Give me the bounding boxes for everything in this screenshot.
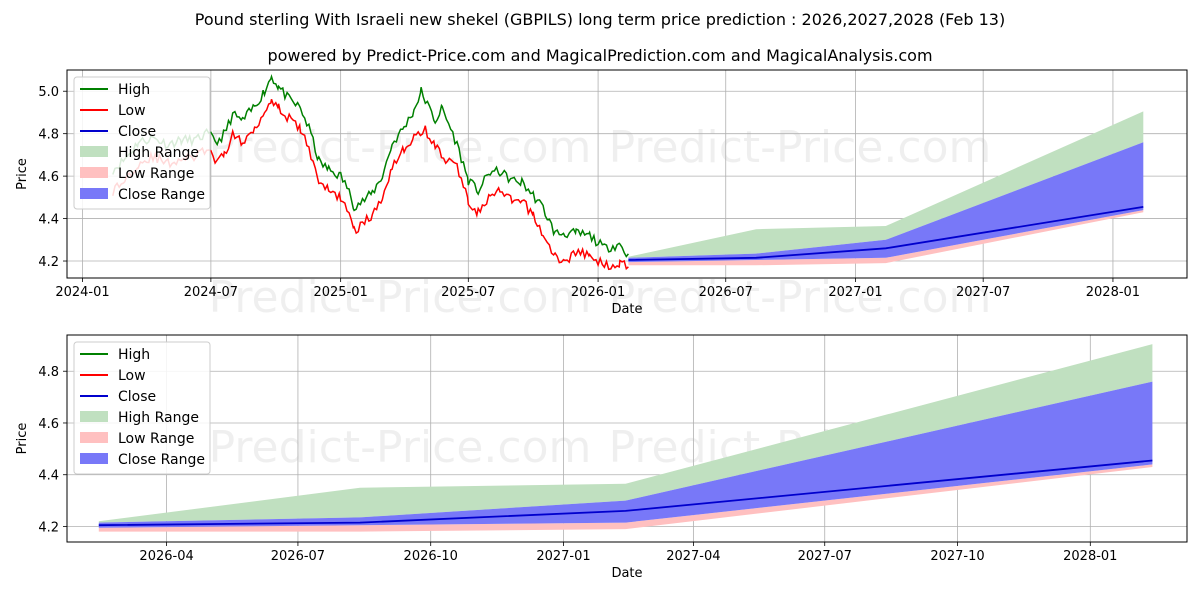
legend-label-low: Low (118, 103, 146, 119)
legend-label-low-range: Low Range (118, 431, 194, 447)
legend-label-high: High (118, 347, 150, 363)
plot-frame (66, 69, 1188, 279)
legend-swatch-close-range (80, 453, 108, 464)
y-tick-label: 4.6 (38, 417, 59, 432)
legend-label-high-range: High Range (118, 145, 199, 161)
x-tick-label: 2024-07 (184, 285, 238, 300)
legend-swatch-high-range (80, 146, 108, 157)
x-axis-label: Date (611, 302, 642, 317)
legend-label-close: Close (118, 124, 156, 140)
legend-label-high: High (118, 82, 150, 98)
y-tick-label: 4.6 (38, 170, 59, 185)
watermark: Predict-Price.com (609, 122, 992, 173)
top-panel: Predict-Price.com Predict-Price.com Predic… (15, 69, 1188, 323)
watermark: Predict-Price.com (609, 272, 992, 323)
high-range-band (628, 111, 1144, 258)
bottom-panel: Predict-Price.comPredict-Price.com2026-0… (15, 334, 1188, 581)
x-tick-label: 2027-04 (666, 549, 720, 564)
y-tick-label: 4.4 (38, 469, 59, 484)
x-tick-label: 2028-01 (1086, 285, 1140, 300)
y-tick-label: 4.2 (38, 255, 59, 270)
legend-label-close-range: Close Range (118, 187, 205, 203)
x-tick-label: 2026-07 (699, 285, 753, 300)
x-tick-label: 2027-07 (798, 549, 852, 564)
x-tick-label: 2026-04 (139, 549, 193, 564)
x-tick-label: 2027-10 (930, 549, 984, 564)
x-tick-label: 2028-01 (1063, 549, 1117, 564)
forecast-close-line (628, 206, 1144, 261)
x-tick-label: 2024-01 (55, 285, 109, 300)
x-tick-label: 2027-07 (956, 285, 1010, 300)
y-tick-label: 4.2 (38, 520, 59, 535)
legend-swatch-low-range (80, 432, 108, 443)
forecast-close-line (98, 459, 1153, 527)
chart-title: Pound sterling With Israeli new shekel (… (195, 10, 1005, 29)
y-tick-label: 4.8 (38, 365, 59, 380)
legend-label-low: Low (118, 368, 146, 384)
y-axis-label: Price (15, 158, 30, 190)
y-axis-label: Price (15, 423, 30, 455)
close-range-band (628, 142, 1144, 263)
chart-subtitle: powered by Predict-Price.com and Magical… (267, 46, 932, 65)
legend-swatch-high-range (80, 411, 108, 422)
watermark: Predict-Price.com (209, 422, 592, 473)
x-tick-label: 2026-10 (404, 549, 458, 564)
x-tick-label: 2025-01 (313, 285, 367, 300)
x-tick-label: 2025-07 (441, 285, 495, 300)
y-tick-label: 4.8 (38, 128, 59, 143)
x-tick-label: 2027-01 (828, 285, 882, 300)
legend-label-close-range: Close Range (118, 452, 205, 468)
close-range-band (98, 381, 1153, 528)
y-tick-label: 4.4 (38, 213, 59, 228)
legend-swatch-low-range (80, 167, 108, 178)
y-tick-label: 5.0 (38, 85, 59, 100)
plot-frame (66, 334, 1188, 543)
legend-swatch-close-range (80, 188, 108, 199)
legend-label-high-range: High Range (118, 410, 199, 426)
x-tick-label: 2027-01 (536, 549, 590, 564)
x-tick-label: 2026-07 (271, 549, 325, 564)
legend-label-close: Close (118, 389, 156, 405)
x-axis-label: Date (611, 566, 642, 581)
x-tick-label: 2026-01 (571, 285, 625, 300)
watermark: Predict-Price.com (209, 272, 592, 323)
legend-label-low-range: Low Range (118, 166, 194, 182)
high-range-band (98, 344, 1153, 523)
